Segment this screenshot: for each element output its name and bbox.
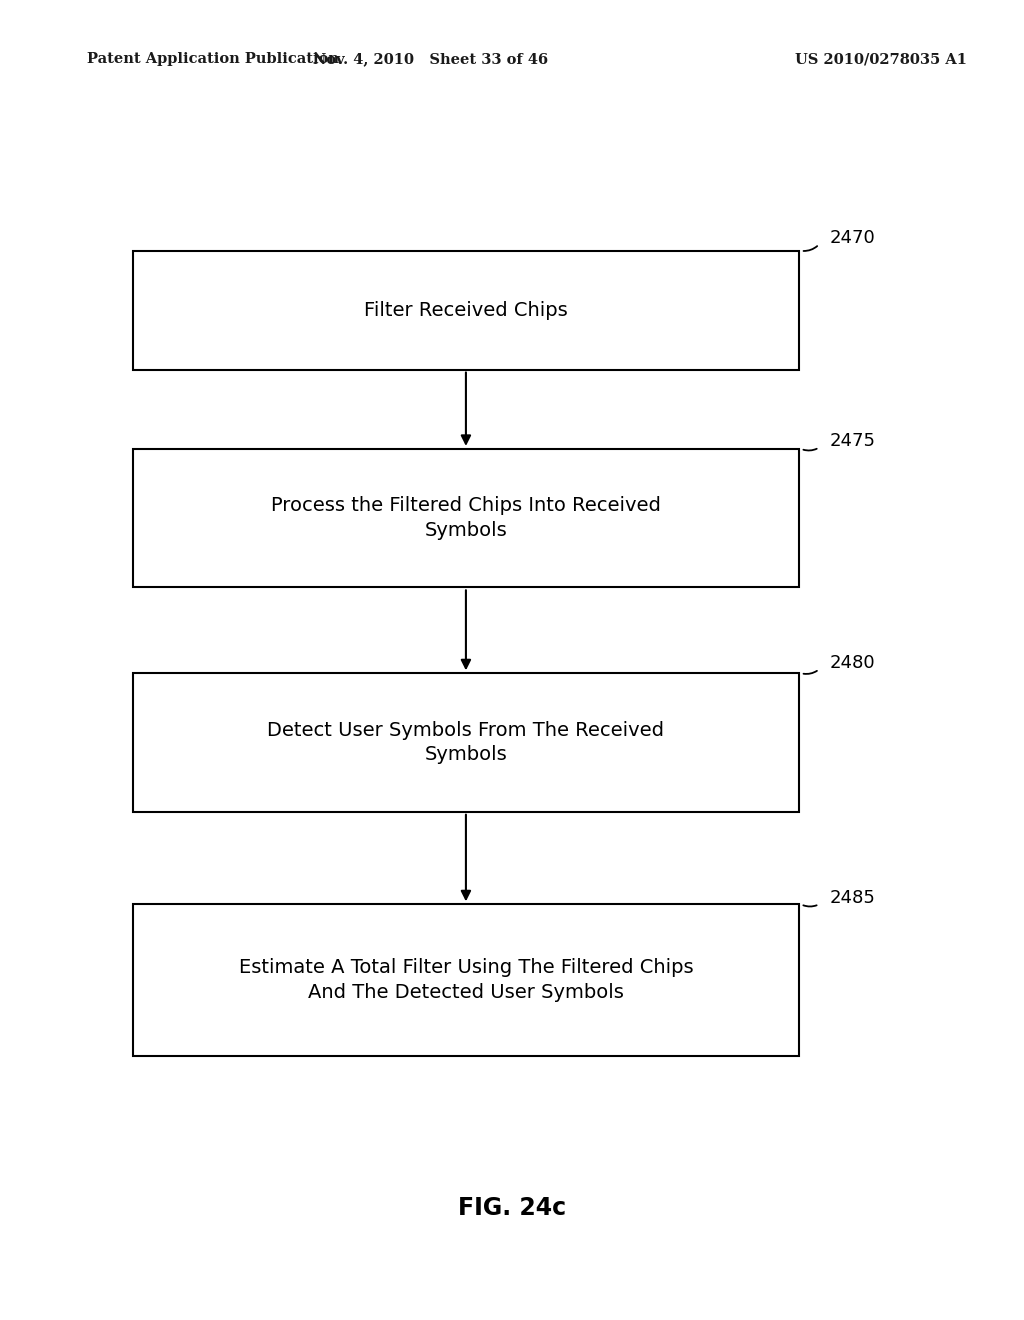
- Text: Filter Received Chips: Filter Received Chips: [365, 301, 567, 319]
- Text: 2475: 2475: [829, 432, 876, 450]
- Text: US 2010/0278035 A1: US 2010/0278035 A1: [795, 53, 967, 66]
- FancyBboxPatch shape: [133, 673, 799, 812]
- Text: 2485: 2485: [829, 888, 876, 907]
- FancyBboxPatch shape: [133, 449, 799, 587]
- Text: 2480: 2480: [829, 653, 876, 672]
- FancyBboxPatch shape: [133, 251, 799, 370]
- Text: 2470: 2470: [829, 228, 876, 247]
- FancyBboxPatch shape: [133, 904, 799, 1056]
- Text: FIG. 24c: FIG. 24c: [458, 1196, 566, 1220]
- Text: Estimate A Total Filter Using The Filtered Chips
And The Detected User Symbols: Estimate A Total Filter Using The Filter…: [239, 958, 693, 1002]
- Text: Detect User Symbols From The Received
Symbols: Detect User Symbols From The Received Sy…: [267, 721, 665, 764]
- Text: Nov. 4, 2010   Sheet 33 of 46: Nov. 4, 2010 Sheet 33 of 46: [312, 53, 548, 66]
- Text: Process the Filtered Chips Into Received
Symbols: Process the Filtered Chips Into Received…: [271, 496, 660, 540]
- Text: Patent Application Publication: Patent Application Publication: [87, 53, 339, 66]
